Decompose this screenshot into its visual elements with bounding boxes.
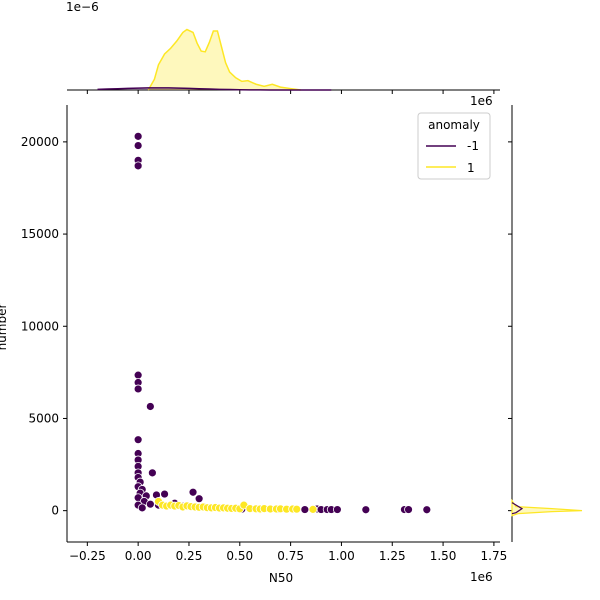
x-tick-label: 1.75 xyxy=(481,549,508,563)
scatter-point xyxy=(300,505,310,514)
y-tick-label: 15000 xyxy=(21,227,59,241)
x-tick-label: −0.25 xyxy=(69,549,106,563)
scatter-point xyxy=(133,161,143,171)
x-tick-label: 0.25 xyxy=(176,549,203,563)
x-tick-label: 1.00 xyxy=(328,549,355,563)
right-kde-pos1 xyxy=(511,498,583,517)
right-marginal-plot xyxy=(508,105,583,542)
y-axis-label: number xyxy=(0,304,9,351)
scatter-point xyxy=(361,505,371,515)
x-tick-label: 0.75 xyxy=(277,549,304,563)
scatter-point xyxy=(133,131,143,141)
x-tick-label: 0.50 xyxy=(226,549,253,563)
legend: anomaly -1 1 xyxy=(417,112,491,180)
scatter-point xyxy=(145,499,155,509)
scatter-point xyxy=(292,504,302,514)
y-tick-label: 5000 xyxy=(28,411,59,425)
x-axis-label: N50 xyxy=(269,571,293,585)
top-kde-line-neg1 xyxy=(97,87,332,91)
top-marginal-y-offset-label: 1e−6 xyxy=(66,0,99,14)
scatter-point xyxy=(160,489,169,499)
scatter-point xyxy=(133,141,143,150)
x-tick-label: 0.00 xyxy=(125,549,152,563)
scatter-point xyxy=(194,494,204,504)
right-kde-neg1 xyxy=(511,502,524,515)
x-tick-label: 1.25 xyxy=(379,549,406,563)
legend-title: anomaly xyxy=(428,118,480,132)
scatter-point xyxy=(422,505,432,515)
scatter-point xyxy=(137,503,147,513)
series-pos1 xyxy=(154,497,318,514)
scatter-point xyxy=(133,370,143,380)
series-neg1 xyxy=(133,131,432,515)
scatter-point xyxy=(308,504,318,514)
legend-label-pos1: 1 xyxy=(467,161,475,175)
y-tick-label: 20000 xyxy=(21,135,59,149)
scatter-point xyxy=(147,468,157,478)
legend-label-neg1: -1 xyxy=(467,139,479,153)
x-tick-label: 1.50 xyxy=(430,549,457,563)
y-tick-label: 10000 xyxy=(21,319,59,333)
scatter-point xyxy=(133,435,143,445)
y-tick-label: 0 xyxy=(51,504,59,518)
x-offset-label: 1e6 xyxy=(470,570,493,584)
scatter-point xyxy=(332,505,342,514)
top-marginal-x-offset-label: 1e6 xyxy=(470,94,493,108)
top-kde-line-pos1 xyxy=(147,28,301,91)
scatter-point xyxy=(404,505,413,514)
scatter-point xyxy=(145,402,155,411)
top-marginal-plot xyxy=(67,28,500,94)
scatter-point xyxy=(133,384,143,394)
scatter-point xyxy=(188,487,198,497)
main-scatter-plot: −0.25 0.00 0.25 0.50 0.75 1.00 1.25 1.50 1.75 0 50… xyxy=(21,105,507,563)
